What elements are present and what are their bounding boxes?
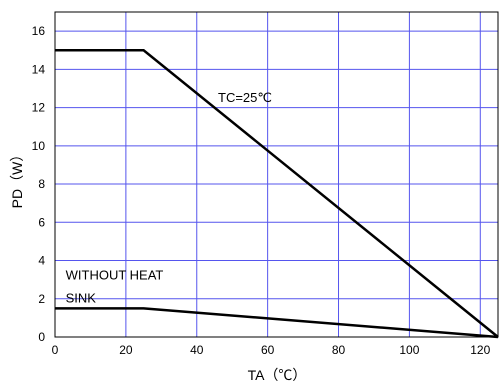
y-tick-labels: 0 2 4 6 8 10 12 14 16 [32, 24, 46, 344]
x-axis-label: TA（℃） [248, 367, 307, 383]
y-tick-label: 14 [32, 62, 46, 76]
y-tick-label: 2 [38, 292, 45, 306]
series-line-1 [55, 48, 499, 338]
y-tick-label: 4 [38, 254, 45, 268]
series-group [55, 48, 499, 339]
grid-lines [55, 12, 498, 337]
x-tick-label: 60 [261, 343, 275, 357]
annotation-label: WITHOUT HEAT [66, 268, 164, 283]
y-tick-label: 6 [38, 215, 45, 229]
x-tick-label: 80 [332, 343, 346, 357]
x-tick-label: 120 [470, 343, 490, 357]
x-tick-label: 40 [190, 343, 204, 357]
annotations: TC=25℃ WITHOUT HEAT SINK [66, 90, 272, 306]
x-tick-label: 100 [399, 343, 419, 357]
x-tick-label: 0 [52, 343, 59, 357]
plot-frame [54, 11, 499, 338]
y-tick-label: 10 [32, 139, 46, 153]
plot-border [54, 11, 499, 338]
y-axis-label: PD（W） [9, 148, 25, 209]
y-tick-label: 8 [38, 177, 45, 191]
x-tick-labels: 0 20 40 60 80 100 120 [52, 343, 491, 357]
x-tick-label: 20 [119, 343, 133, 357]
annotation-label: SINK [66, 291, 97, 306]
annotation-label: TC=25℃ [218, 90, 272, 105]
y-tick-label: 12 [32, 101, 46, 115]
y-tick-label: 0 [38, 330, 45, 344]
y-tick-label: 16 [32, 24, 46, 38]
series-line-2 [55, 307, 499, 339]
